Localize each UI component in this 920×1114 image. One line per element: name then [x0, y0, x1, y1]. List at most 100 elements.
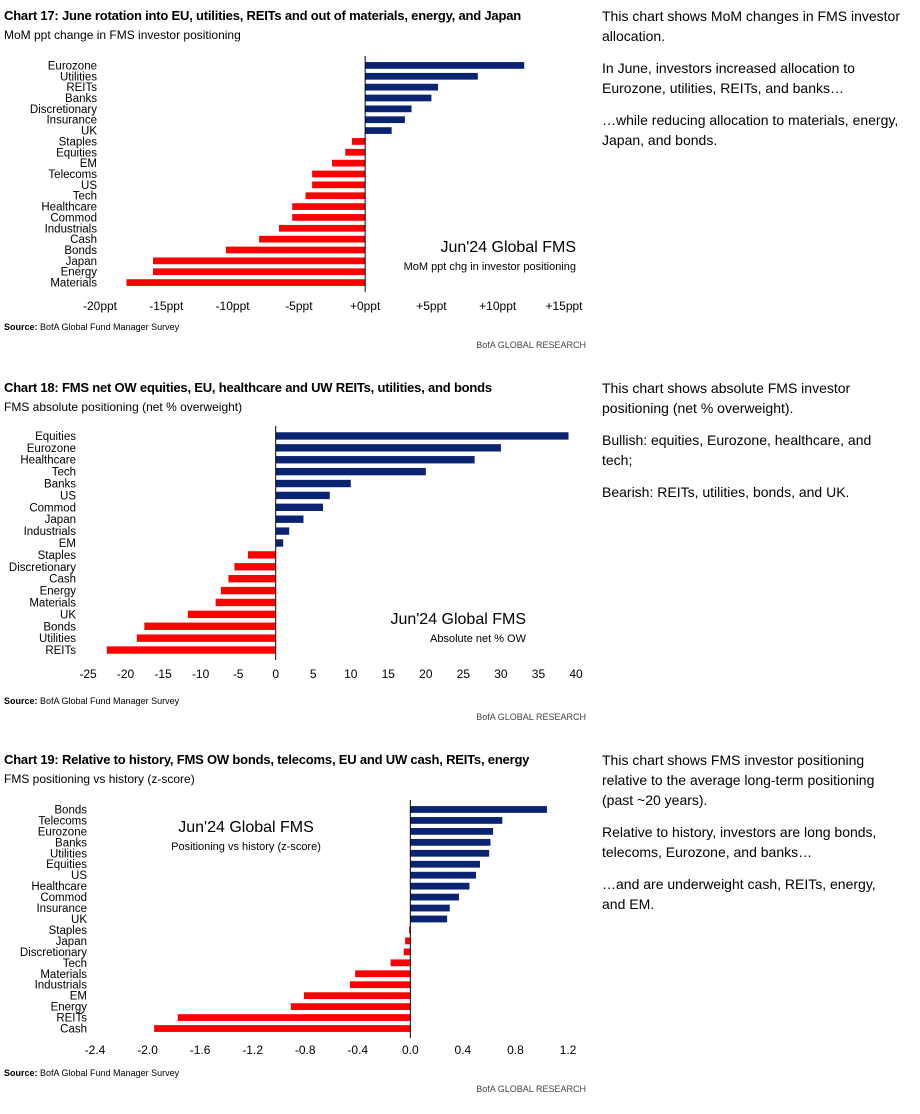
category-label: Discretionary: [9, 562, 76, 574]
bar-us: [275, 491, 330, 500]
category-label: US: [81, 180, 97, 192]
category-label: Equities: [35, 431, 76, 443]
bar-healthcare: [292, 203, 366, 210]
bar-commod: [292, 214, 366, 221]
chart-annotation-title: Jun'24 Global FMS: [390, 611, 526, 628]
commentary-paragraph: This chart shows FMS investor positionin…: [602, 752, 875, 808]
category-label: Insurance: [36, 903, 87, 915]
bar-cash: [154, 1025, 411, 1032]
chart-19-bar-chart: BondsTelecomsEurozoneBanksUtilitiesEquit…: [20, 800, 577, 1057]
commentary-paragraph: …while reducing allocation to materials,…: [602, 112, 899, 148]
bar-staples: [351, 138, 366, 145]
category-label: REITs: [45, 645, 76, 657]
category-label: Staples: [38, 550, 77, 562]
chart-subtitle: MoM ppt change in FMS investor positioni…: [4, 28, 241, 42]
category-label: Commod: [40, 892, 87, 904]
category-label: Banks: [65, 93, 97, 105]
brand-label: BofA GLOBAL RESEARCH: [476, 712, 586, 722]
category-label: Industrials: [24, 526, 77, 538]
bar-bonds: [225, 246, 366, 254]
category-label: UK: [71, 914, 87, 926]
x-tick-label: -20: [117, 667, 135, 681]
bar-utilities: [410, 849, 490, 857]
bar-us: [312, 181, 366, 189]
category-label: REITs: [56, 1013, 87, 1025]
bar-eurozone: [365, 62, 525, 69]
bar-reits: [106, 646, 276, 654]
x-tick-label: 20: [419, 667, 433, 681]
x-tick-label: 5: [310, 667, 317, 681]
chart-subtitle: FMS positioning vs history (z-score): [4, 772, 195, 786]
chart-17-panel: Chart 17: June rotation into EU, utiliti…: [0, 0, 920, 370]
x-tick-label: -0.4: [347, 1043, 368, 1057]
bar-industrials: [349, 981, 411, 989]
bar-energy: [220, 586, 276, 595]
source-text: BofA Global Fund Manager Survey: [37, 322, 180, 332]
bar-utilities: [365, 72, 478, 80]
category-label: Staples: [49, 925, 88, 937]
source-text: BofA Global Fund Manager Survey: [37, 1068, 180, 1078]
bar-us: [410, 871, 477, 879]
bar-eurozone: [275, 444, 501, 452]
category-label: Equities: [56, 147, 97, 159]
bar-japan: [405, 937, 411, 945]
category-label: Cash: [49, 574, 76, 586]
chart-annotation-title: Jun'24 Global FMS: [178, 819, 314, 836]
bar-materials: [215, 598, 276, 607]
bar-utilities: [136, 634, 276, 642]
chart-annotation-subtitle: MoM ppt chg in investor positioning: [404, 261, 576, 273]
category-label: Japan: [56, 936, 87, 948]
category-label: Eurozone: [27, 443, 76, 455]
bar-telecoms: [312, 170, 366, 178]
source-text: BofA Global Fund Manager Survey: [37, 696, 180, 706]
x-tick-label: +0ppt: [350, 299, 381, 313]
chart-title: Chart 17: June rotation into EU, utiliti…: [4, 8, 521, 23]
category-label: Bonds: [54, 804, 87, 816]
category-label: Energy: [61, 267, 98, 279]
category-label: Utilities: [50, 848, 87, 860]
x-tick-label: 35: [532, 667, 546, 681]
bar-em: [303, 992, 411, 1000]
chart-annotation-subtitle: Positioning vs history (z-score): [171, 841, 321, 853]
commentary-paragraph: This chart shows MoM changes in FMS inve…: [602, 8, 900, 44]
bar-discretionary: [234, 563, 276, 571]
category-label: Materials: [40, 969, 87, 981]
bar-em: [332, 159, 366, 167]
category-label: Tech: [52, 467, 76, 479]
commentary-paragraph: …and are underweight cash, REITs, energy…: [602, 876, 876, 912]
bar-discretionary: [403, 948, 411, 956]
x-tick-label: +10ppt: [479, 299, 517, 313]
commentary-paragraph: Relative to history, investors are long …: [602, 824, 877, 860]
bar-banks: [365, 94, 432, 102]
x-tick-label: 40: [569, 667, 583, 681]
bar-telecoms: [410, 817, 503, 824]
x-tick-label: -2.0: [137, 1043, 158, 1057]
category-label: Tech: [63, 958, 87, 970]
x-tick-label: -15: [154, 667, 172, 681]
category-label: Equities: [46, 859, 87, 871]
category-label: EM: [59, 538, 76, 550]
bar-tech: [305, 192, 366, 200]
category-label: Banks: [44, 479, 76, 491]
x-tick-label: -10: [192, 667, 210, 681]
category-label: Cash: [60, 1024, 87, 1036]
bar-reits: [177, 1014, 411, 1021]
x-tick-label: -1.6: [190, 1043, 211, 1057]
category-label: Telecoms: [48, 169, 97, 181]
x-tick-label: 25: [457, 667, 471, 681]
x-tick-label: 0.4: [455, 1043, 472, 1057]
chart-19-panel: Chart 19: Relative to history, FMS OW bo…: [0, 744, 920, 1114]
x-tick-label: -25: [79, 667, 97, 681]
source-label: Source:: [4, 696, 38, 706]
x-tick-label: 0: [272, 667, 279, 681]
x-tick-label: -15ppt: [149, 299, 184, 313]
commentary-paragraph: Bearish: REITs, utilities, bonds, and UK…: [602, 484, 850, 500]
bar-energy: [290, 1003, 411, 1011]
x-tick-label: -20ppt: [83, 299, 118, 313]
commentary: This chart shows MoM changes in FMS inve…: [602, 6, 902, 162]
source-note: Source: BofA Global Fund Manager Survey: [4, 1068, 179, 1078]
bar-materials: [355, 970, 411, 978]
category-label: Healthcare: [20, 455, 76, 467]
category-label: UK: [81, 126, 97, 138]
category-label: UK: [60, 609, 76, 621]
